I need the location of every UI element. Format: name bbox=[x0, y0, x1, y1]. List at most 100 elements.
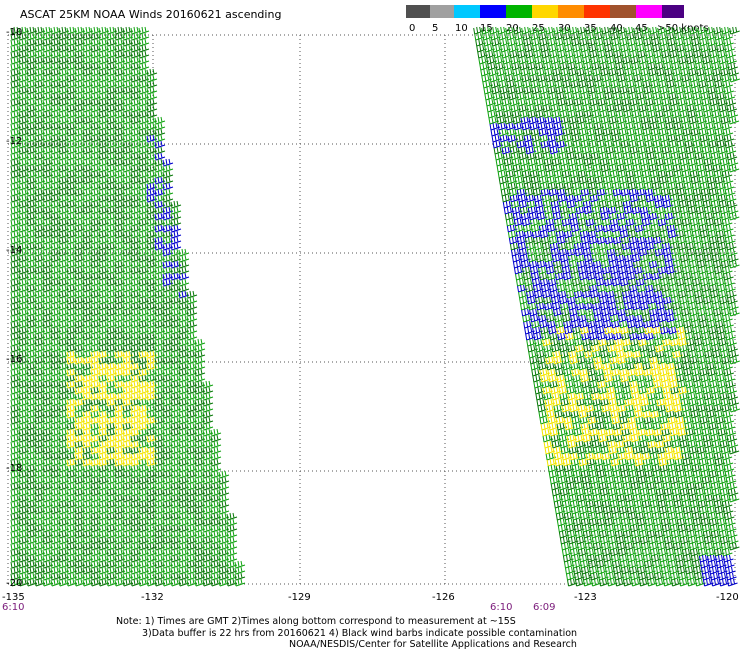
wind-barb-3385 bbox=[550, 434, 562, 443]
wind-barb-547 bbox=[50, 92, 62, 101]
wind-barb-4560 bbox=[82, 578, 94, 587]
wind-barb-1234 bbox=[34, 176, 46, 185]
wind-barb-4486 bbox=[612, 566, 624, 575]
wind-barb-1784 bbox=[98, 242, 110, 251]
wind-barb-964 bbox=[572, 140, 584, 149]
wind-barb-1288 bbox=[74, 182, 86, 191]
wind-barb-2727 bbox=[114, 356, 126, 365]
wind-barb-2987 bbox=[542, 386, 554, 395]
wind-barb-1247 bbox=[138, 176, 150, 185]
wind-barb-2250 bbox=[591, 296, 602, 305]
wind-barb-258 bbox=[106, 56, 118, 65]
wind-barb-1956 bbox=[608, 260, 620, 269]
wind-barb-1765 bbox=[668, 236, 680, 245]
wind-barb-1335 bbox=[58, 188, 70, 197]
wind-barb-3022 bbox=[98, 392, 110, 401]
wind-barb-10 bbox=[90, 26, 102, 35]
wind-barb-1761 bbox=[636, 236, 648, 245]
wind-barb-4395 bbox=[682, 554, 694, 563]
wind-barb-2041 bbox=[170, 272, 182, 281]
wind-barb-4557 bbox=[58, 578, 70, 587]
wind-barb-3937 bbox=[593, 500, 605, 509]
wind-barb-3767 bbox=[106, 482, 118, 491]
wind-barb-2306 bbox=[640, 302, 651, 311]
wind-barb-2084 bbox=[122, 278, 134, 287]
wind-barb-3980 bbox=[218, 506, 230, 515]
wind-barb-764 bbox=[544, 116, 556, 125]
wind-barb-529 bbox=[627, 86, 639, 95]
wind-barb-406 bbox=[106, 74, 118, 83]
wind-barb-2787 bbox=[194, 362, 206, 371]
wind-barb-4179 bbox=[218, 530, 230, 539]
wind-barb-1770 bbox=[708, 236, 720, 245]
wind-barb-3440 bbox=[591, 440, 603, 449]
wind-barb-3581 bbox=[202, 458, 214, 467]
wind-barb-263 bbox=[478, 56, 489, 65]
wind-barb-4416 bbox=[130, 560, 142, 569]
wind-barb-2862 bbox=[10, 374, 22, 383]
wind-barb-3648 bbox=[675, 464, 687, 473]
wind-barb-3315 bbox=[66, 428, 78, 437]
wind-barb-2261 bbox=[679, 296, 690, 305]
wind-barb-3777 bbox=[186, 482, 198, 491]
wind-barb-4091 bbox=[636, 518, 648, 527]
wind-barb-3021 bbox=[90, 392, 102, 401]
wind-barb-904 bbox=[154, 134, 166, 143]
wind-barb-2078 bbox=[74, 278, 86, 287]
wind-barb-4525 bbox=[202, 572, 214, 581]
wind-barb-1339 bbox=[90, 188, 102, 197]
wind-barb-1540 bbox=[114, 212, 126, 221]
wind-barb-769 bbox=[584, 116, 596, 125]
wind-barb-845 bbox=[74, 128, 86, 137]
wind-barb-3378 bbox=[170, 434, 182, 443]
wind-barb-388 bbox=[688, 68, 699, 77]
wind-barb-2280 bbox=[106, 302, 118, 311]
wind-barb-2103 bbox=[604, 278, 615, 287]
wind-barb-2332 bbox=[122, 308, 134, 317]
wind-barb-775 bbox=[632, 116, 644, 125]
wind-barb-3566 bbox=[82, 458, 94, 467]
wind-barb-4019 bbox=[138, 512, 150, 521]
wind-barb-3747 bbox=[669, 476, 681, 485]
wind-barb-1586 bbox=[82, 218, 94, 227]
wind-barb-310 bbox=[130, 62, 142, 71]
wind-barb-1340 bbox=[98, 188, 110, 197]
wind-barb-1230 bbox=[721, 170, 733, 179]
legend-label-3: 15 bbox=[480, 23, 493, 34]
wind-barb-948 bbox=[114, 140, 126, 149]
wind-barb-2467 bbox=[18, 326, 30, 335]
wind-barb-2841 bbox=[563, 368, 574, 377]
wind-barb-1236 bbox=[50, 176, 62, 185]
wind-barb-582 bbox=[660, 92, 672, 101]
legend-swatch-10 bbox=[662, 5, 684, 18]
wind-barb-650 bbox=[90, 104, 102, 113]
wind-barb-3864 bbox=[82, 494, 94, 503]
wind-barb-1962 bbox=[656, 260, 668, 269]
wind-barb-1385 bbox=[66, 194, 78, 203]
wind-barb-4243 bbox=[655, 536, 667, 545]
wind-barb-1058 bbox=[542, 152, 554, 161]
wind-barb-3911 bbox=[58, 500, 70, 509]
wind-barb-3990 bbox=[626, 506, 638, 515]
wind-barb-2398 bbox=[578, 314, 589, 323]
wind-barb-4288 bbox=[616, 542, 628, 551]
wind-barb-1195 bbox=[114, 170, 126, 179]
wind-barb-3794 bbox=[646, 482, 658, 491]
wind-barb-4571 bbox=[170, 578, 182, 587]
wind-barb-307 bbox=[106, 62, 118, 71]
wind-barb-2868 bbox=[58, 374, 70, 383]
wind-barb-869 bbox=[594, 128, 606, 137]
wind-barb-520 bbox=[555, 86, 567, 95]
wind-barb-823 bbox=[617, 122, 629, 131]
wind-barb-1751 bbox=[556, 236, 568, 245]
wind-barb-1845 bbox=[518, 248, 530, 257]
wind-barb-691 bbox=[26, 110, 38, 119]
wind-barb-963 bbox=[564, 140, 576, 149]
wind-barb-3971 bbox=[146, 506, 158, 515]
wind-barb-2246 bbox=[559, 296, 570, 305]
wind-barb-1003 bbox=[493, 146, 505, 155]
wind-barb-3027 bbox=[138, 392, 150, 401]
wind-barb-3825 bbox=[170, 488, 182, 497]
wind-barb-4300 bbox=[712, 542, 724, 551]
wind-barb-4432 bbox=[579, 560, 591, 569]
